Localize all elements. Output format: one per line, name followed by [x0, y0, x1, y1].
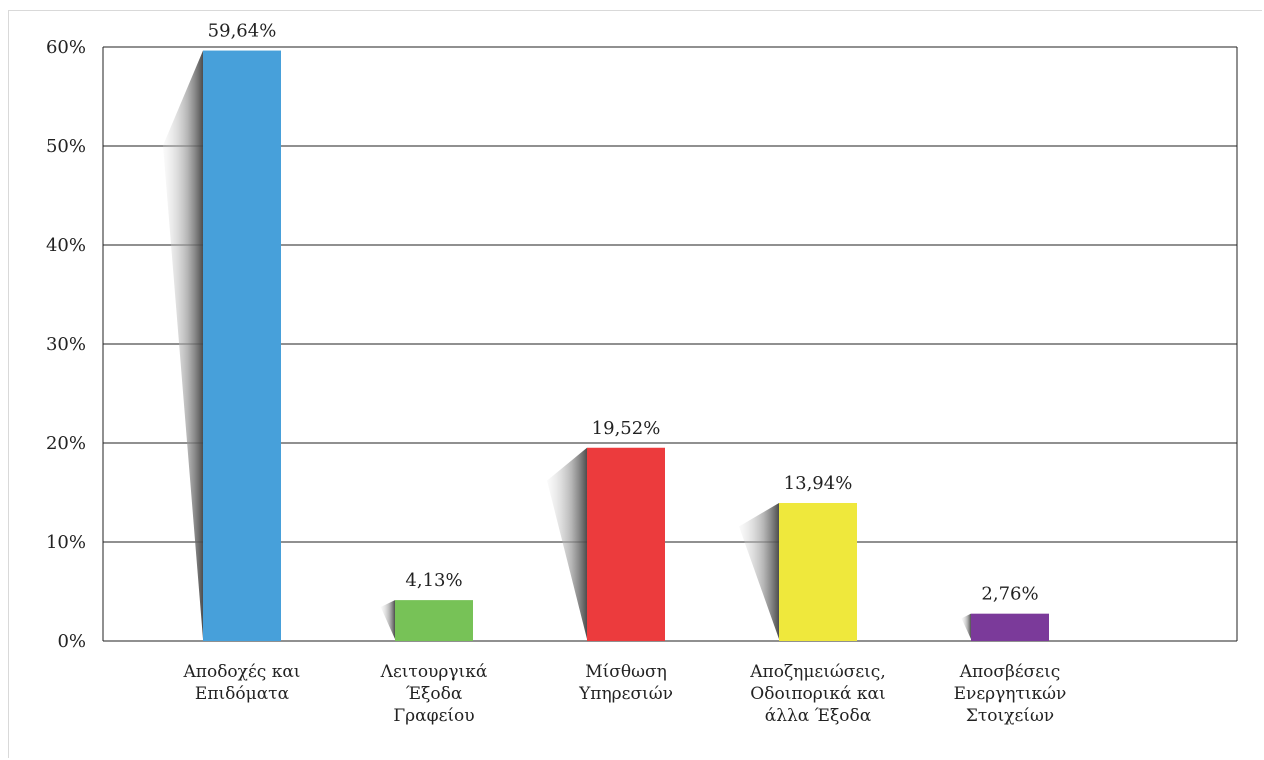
y-tick-label: 60% — [46, 37, 86, 58]
y-tick-label: 10% — [46, 532, 86, 553]
bar — [395, 600, 473, 641]
labels: 0% 10% 20% 30% 40% 50% 60% 59,64% Αποδοχές και Επ… — [46, 21, 1066, 726]
data-label: 4,13% — [405, 570, 462, 591]
bar — [587, 447, 665, 641]
chart-frame — [8, 10, 1262, 758]
bar-shadow — [739, 502, 779, 639]
bar-shadow — [961, 613, 971, 639]
y-tick-label: 40% — [46, 235, 86, 256]
bar-shadow — [547, 447, 587, 639]
bar — [779, 502, 857, 641]
x-tick-label: Αποσβέσεις Ενεργητικών Στοιχείων — [954, 662, 1067, 726]
bars — [203, 50, 1049, 641]
data-label: 2,76% — [981, 584, 1038, 605]
bar — [203, 50, 281, 641]
y-tick-label: 30% — [46, 334, 86, 355]
y-tick-label: 0% — [57, 631, 86, 652]
data-label: 19,52% — [592, 418, 661, 439]
bar — [971, 613, 1049, 641]
y-tick-label: 50% — [46, 136, 86, 157]
x-tick-label: Λειτουργικά Έξοδα Γραφείου — [380, 662, 488, 726]
x-tick-label: Μίσθωση Υπηρεσιών — [578, 662, 673, 704]
data-label: 13,94% — [784, 473, 853, 494]
bar-shadows — [163, 50, 971, 639]
data-label: 59,64% — [208, 21, 277, 42]
y-tick-label: 20% — [46, 433, 86, 454]
bar-shadow — [163, 50, 203, 639]
gridlines — [102, 46, 1238, 642]
bar-shadow — [380, 600, 395, 639]
x-tick-label: Αποζημειώσεις, Οδοιπορικά και άλλα Έξοδα — [749, 662, 885, 726]
x-tick-label: Αποδοχές και Επιδόματα — [183, 662, 301, 704]
